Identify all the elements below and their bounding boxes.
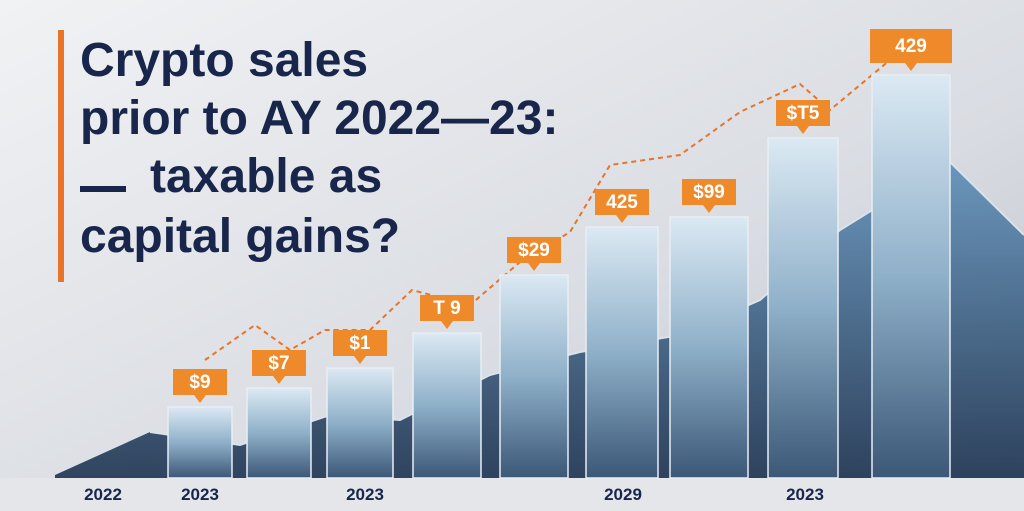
callout-label: 429 xyxy=(895,36,927,57)
title-line: taxable as xyxy=(150,150,382,203)
callout-label: T 9 xyxy=(433,298,460,319)
footer-band xyxy=(0,478,1024,511)
bar xyxy=(412,332,482,479)
bar xyxy=(767,137,839,479)
callout-label: $1 xyxy=(349,333,371,354)
x-label: 2023 xyxy=(786,485,824,504)
callout-box xyxy=(595,189,649,223)
bar xyxy=(499,274,569,479)
callout-label: $7 xyxy=(268,353,289,374)
bar xyxy=(585,226,659,479)
callout-box xyxy=(507,237,561,271)
callout-label: 425 xyxy=(606,192,638,213)
title-line: capital gains? xyxy=(80,210,400,263)
bar xyxy=(871,74,951,479)
callout-box xyxy=(870,29,952,71)
callout-label: $9 xyxy=(189,372,210,393)
bar xyxy=(246,387,312,479)
x-label: 2029 xyxy=(604,485,642,504)
callout-label: $99 xyxy=(693,182,725,203)
callout-label: $29 xyxy=(518,240,550,261)
callout-box xyxy=(776,100,830,134)
callout-box xyxy=(682,179,736,213)
callout-box xyxy=(333,330,387,364)
x-label: 2022 xyxy=(84,485,122,504)
accent-bar xyxy=(58,30,64,282)
callout-box xyxy=(420,295,474,329)
dash xyxy=(80,186,126,192)
callout-label: $T5 xyxy=(787,103,820,124)
callout-box xyxy=(252,350,306,384)
bar xyxy=(167,406,233,479)
x-label: 2023 xyxy=(181,485,219,504)
x-label: 2023 xyxy=(346,485,384,504)
bar xyxy=(326,367,394,479)
bar xyxy=(669,216,749,479)
title-line: prior to AY 2022—23: xyxy=(80,92,558,145)
callout-box xyxy=(173,369,227,403)
title-line: Crypto sales xyxy=(80,34,368,87)
